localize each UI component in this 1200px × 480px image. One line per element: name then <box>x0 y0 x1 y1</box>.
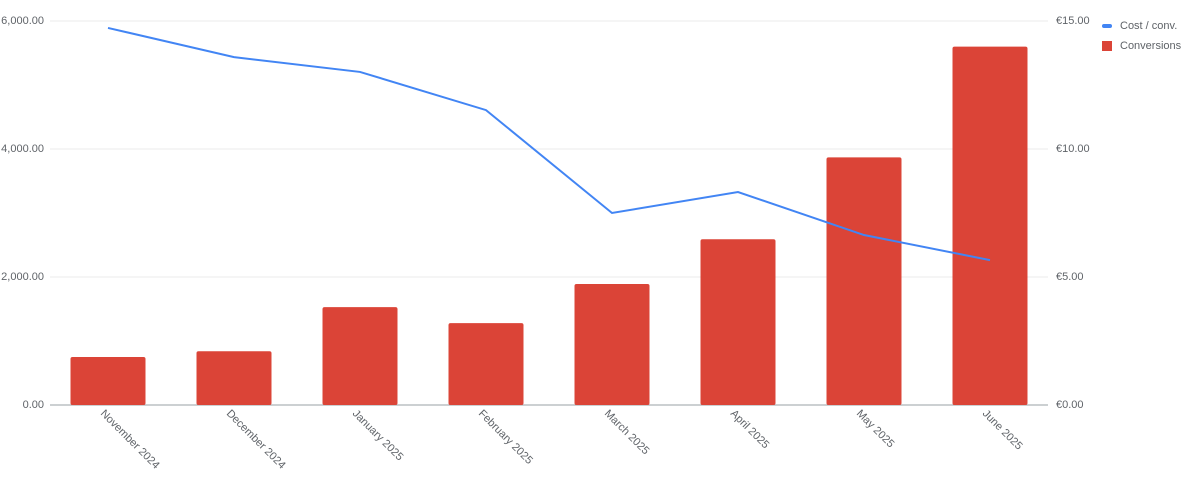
bar <box>574 284 650 405</box>
x-tick-label: February 2025 <box>476 408 535 467</box>
y-tick-label: 4,000.00 <box>1 143 44 155</box>
legend-swatch <box>1102 24 1112 28</box>
bar <box>322 307 398 405</box>
bar <box>952 46 1028 405</box>
y-tick-label: 2,000.00 <box>1 271 44 283</box>
line <box>107 26 991 262</box>
bar <box>448 323 524 405</box>
x-tick-label: June 2025 <box>980 408 1025 453</box>
y2-tick-label: €0.00 <box>1056 399 1084 411</box>
y-tick-label: 6,000.00 <box>1 15 44 27</box>
x-tick-label: March 2025 <box>602 408 652 458</box>
y2-tick-label: €10.00 <box>1056 143 1090 155</box>
bar <box>196 351 272 405</box>
legend-label: Conversions <box>1120 40 1182 52</box>
x-tick-label: November 2024 <box>98 408 162 472</box>
y2-tick-label: €5.00 <box>1056 271 1084 283</box>
x-tick-label: December 2024 <box>224 408 288 472</box>
x-tick-label: January 2025 <box>350 408 406 464</box>
x-tick-label: April 2025 <box>728 408 772 452</box>
y-tick-label: 0.00 <box>23 399 44 411</box>
x-tick-label: May 2025 <box>854 408 897 451</box>
y2-tick-label: €15.00 <box>1056 15 1090 27</box>
bar <box>70 357 146 405</box>
legend-label: Cost / conv. <box>1120 20 1177 32</box>
bar <box>700 239 776 405</box>
bar <box>826 157 902 405</box>
legend-swatch <box>1102 41 1112 51</box>
